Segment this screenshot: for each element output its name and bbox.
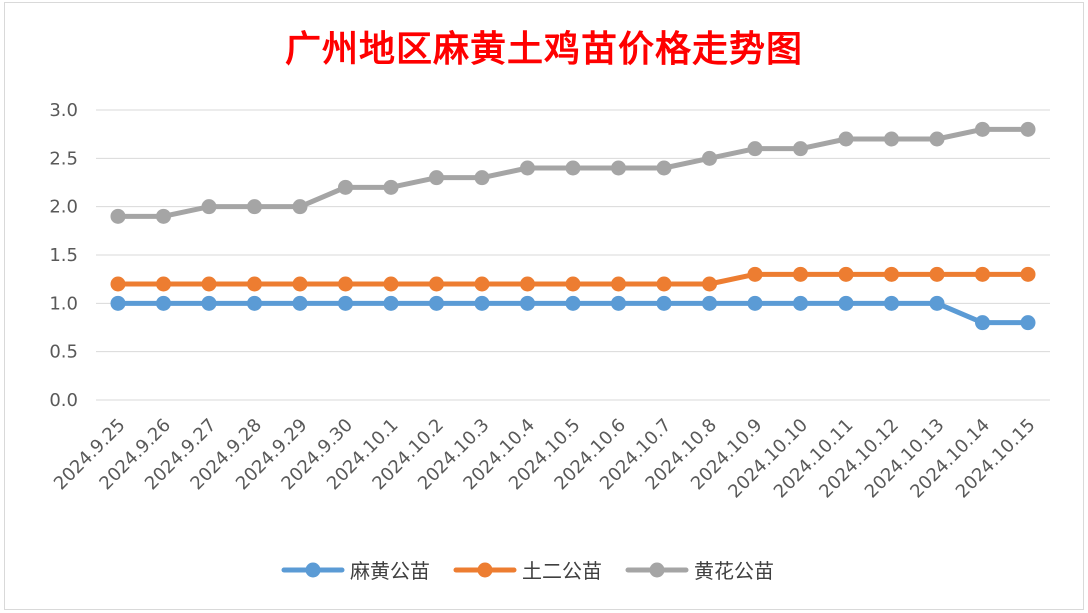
y-tick-label: 2.0 xyxy=(49,197,78,218)
chart-title: 广州地区麻黄土鸡苗价格走势图 xyxy=(284,28,803,70)
data-point xyxy=(838,266,854,282)
gridlines xyxy=(96,109,1050,401)
data-point xyxy=(338,179,353,195)
data-point xyxy=(884,266,899,282)
data-point xyxy=(383,276,399,292)
y-tick-label: 1.0 xyxy=(49,293,78,314)
data-point xyxy=(247,276,262,292)
legend-marker xyxy=(649,562,665,578)
series-1 xyxy=(110,295,1036,331)
data-point xyxy=(110,208,126,224)
data-point xyxy=(383,179,399,195)
data-point xyxy=(838,295,854,311)
data-point xyxy=(747,295,763,311)
y-tick-label: 1.5 xyxy=(49,245,78,266)
data-point xyxy=(520,160,535,176)
data-point xyxy=(975,266,990,282)
data-point xyxy=(201,276,217,292)
data-point xyxy=(702,276,717,292)
data-point xyxy=(474,170,490,186)
data-point xyxy=(929,295,945,311)
data-point xyxy=(702,295,717,311)
data-point xyxy=(793,141,808,157)
data-point xyxy=(747,141,763,157)
legend-item: 黄花公苗 xyxy=(625,559,774,583)
data-point xyxy=(884,295,899,311)
data-point xyxy=(884,131,899,147)
legend-marker xyxy=(477,562,493,578)
data-point xyxy=(793,295,808,311)
data-point xyxy=(429,170,444,186)
data-point xyxy=(565,276,581,292)
data-point xyxy=(292,199,308,215)
data-point xyxy=(929,266,945,282)
data-point xyxy=(338,276,353,292)
data-point xyxy=(747,266,763,282)
series-3 xyxy=(110,121,1036,224)
data-point xyxy=(292,295,308,311)
y-tick-label: 2.5 xyxy=(49,148,78,169)
y-tick-label: 0.5 xyxy=(49,342,78,363)
legend-label: 黄花公苗 xyxy=(694,559,774,583)
data-point xyxy=(656,295,672,311)
data-point xyxy=(201,295,217,311)
data-point xyxy=(793,266,808,282)
data-point xyxy=(611,276,626,292)
data-point xyxy=(429,295,444,311)
data-point xyxy=(156,276,171,292)
series-2 xyxy=(110,266,1036,292)
data-point xyxy=(975,315,990,331)
data-point xyxy=(838,131,854,147)
data-point xyxy=(929,131,945,147)
data-point xyxy=(474,276,490,292)
y-tick-label: 3.0 xyxy=(49,100,78,121)
data-point xyxy=(156,208,171,224)
data-point xyxy=(520,276,535,292)
data-point xyxy=(474,295,490,311)
legend-marker xyxy=(305,562,321,578)
data-point xyxy=(156,295,171,311)
chart-frame xyxy=(4,2,1084,610)
data-point xyxy=(565,160,581,176)
legend-label: 土二公苗 xyxy=(522,559,602,583)
data-point xyxy=(110,276,126,292)
data-point xyxy=(338,295,353,311)
data-point xyxy=(611,160,626,176)
data-point xyxy=(611,295,626,311)
y-tick-label: 0.0 xyxy=(49,390,78,411)
legend-item: 土二公苗 xyxy=(453,559,602,583)
data-point xyxy=(1020,315,1036,331)
data-point xyxy=(520,295,535,311)
data-point xyxy=(247,199,262,215)
data-point xyxy=(1020,121,1036,137)
legend-item: 麻黄公苗 xyxy=(281,559,430,583)
data-point xyxy=(292,276,308,292)
data-point xyxy=(201,199,217,215)
data-point xyxy=(656,276,672,292)
data-point xyxy=(565,295,581,311)
data-point xyxy=(110,295,126,311)
data-point xyxy=(975,121,990,137)
data-point xyxy=(247,295,262,311)
data-point xyxy=(429,276,444,292)
data-point xyxy=(702,150,717,166)
data-point xyxy=(656,160,672,176)
data-point xyxy=(1020,266,1036,282)
data-point xyxy=(383,295,399,311)
legend-label: 麻黄公苗 xyxy=(350,559,430,583)
